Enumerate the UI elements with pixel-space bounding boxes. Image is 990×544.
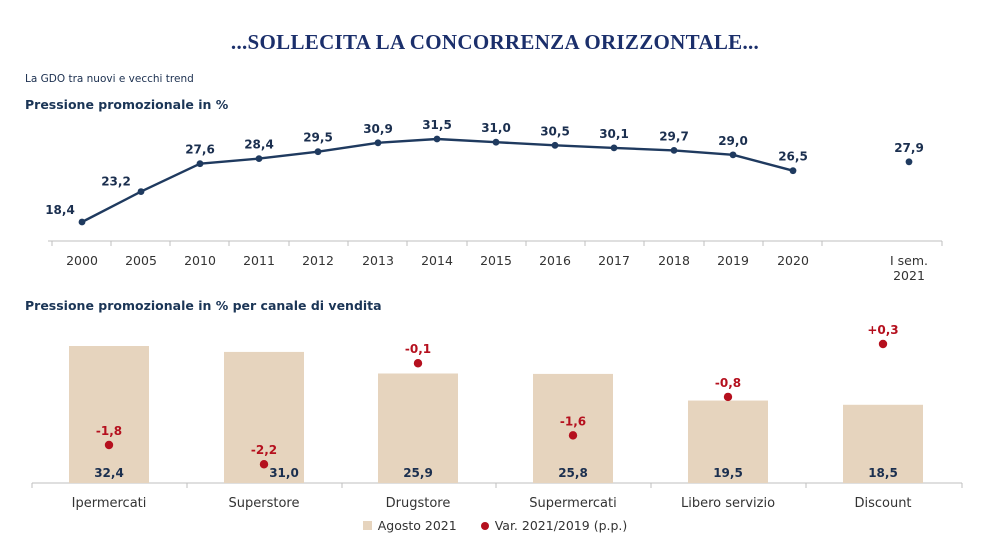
variation-dot-supermercati: [568, 431, 578, 440]
line-data-label: 30,1: [599, 127, 629, 141]
line-data-label: 18,4: [45, 203, 75, 217]
legend-label-agosto-2021: Agosto 2021: [377, 518, 457, 533]
bar-drugstore: [378, 373, 458, 483]
page-title: ...SOLLECITA LA CONCORRENZA ORIZZONTALE.…: [230, 30, 760, 54]
line-point-2016: [551, 141, 559, 149]
line-point-2013: [374, 139, 382, 147]
bar-chart-title: Pressione promozionale in % per canale d…: [25, 298, 382, 313]
line-x-tick-label: 2013: [362, 253, 394, 268]
line-data-label: 28,4: [244, 138, 274, 152]
line-x-tick-label: 2000: [66, 253, 98, 268]
bar-category-label-discount: Discount: [854, 496, 911, 511]
line-point-2020: [789, 167, 797, 175]
bar-category-label-libero-servizio: Libero servizio: [681, 496, 775, 511]
bar-supermercati: [533, 373, 613, 483]
bar-category-label-ipermercati: Ipermercati: [72, 496, 147, 511]
line-data-label: 26,5: [778, 150, 808, 164]
variation-dot-discount: [878, 339, 888, 349]
line-data-label: 27,6: [185, 143, 215, 157]
bar-value-label-libero-servizio: 19,5: [713, 466, 743, 480]
bar-value-label-discount: 18,5: [868, 466, 898, 480]
variation-label-supermercati: -1,6: [560, 414, 586, 428]
line-data-label: 31,5: [422, 118, 452, 132]
line-data-label: 27,9: [894, 141, 924, 155]
line-x-tick-label: 2020: [777, 253, 809, 268]
legend-swatch-bar: [362, 521, 372, 530]
line-data-label: 29,7: [659, 129, 689, 143]
line-point-I-sem-2021: [905, 158, 913, 166]
bar-ipermercati: [69, 346, 149, 483]
variation-dot-drugstore: [413, 359, 423, 368]
bar-value-label-ipermercati: 32,4: [94, 466, 124, 480]
line-data-label: 30,5: [540, 124, 570, 138]
line-x-tick-label: 2011: [243, 253, 275, 268]
legend-swatch-dot: [480, 521, 489, 530]
line-x-tick-label: 2021: [893, 268, 925, 283]
line-point-2019: [729, 151, 737, 159]
line-point-2017: [610, 144, 618, 152]
bar-category-label-drugstore: Drugstore: [386, 496, 451, 511]
bar-value-label-superstore: 31,0: [269, 466, 299, 480]
variation-label-superstore: -2,2: [251, 443, 277, 457]
line-point-2005: [137, 188, 145, 195]
bar-category-label-superstore: Superstore: [229, 496, 300, 511]
page-subtitle: La GDO tra nuovi e vecchi trend: [25, 73, 194, 85]
bar-value-label-drugstore: 25,9: [403, 466, 433, 480]
variation-label-discount: +0,3: [867, 323, 898, 337]
line-point-2000: [78, 218, 86, 226]
line-x-tick-label: I sem.: [890, 253, 928, 268]
variation-label-libero-servizio: -0,8: [715, 376, 741, 390]
variation-label-ipermercati: -1,8: [96, 424, 122, 438]
line-point-2014: [433, 135, 441, 143]
line-x-tick-label: 2019: [717, 253, 749, 268]
variation-dot-libero-servizio: [723, 392, 733, 402]
line-data-label: 29,5: [303, 131, 333, 145]
bar-discount: [843, 404, 923, 483]
legend-item-agosto-2021: Agosto 2021: [362, 518, 457, 533]
legend-item-variation: Var. 2021/2019 (p.p.): [480, 518, 628, 533]
line-x-tick-label: 2014: [421, 253, 453, 268]
bar-chart-legend: Agosto 2021 Var. 2021/2019 (p.p.): [0, 518, 990, 533]
line-x-tick-label: 2012: [302, 253, 334, 268]
line-point-2018: [670, 147, 678, 154]
variation-dot-ipermercati: [104, 440, 114, 450]
legend-label-variation: Var. 2021/2019 (p.p.): [494, 518, 628, 533]
line-x-tick-label: 2018: [658, 253, 690, 268]
line-data-label: 31,0: [481, 121, 511, 135]
bar-libero-servizio: [688, 400, 768, 483]
line-point-2011: [255, 155, 263, 163]
bar-category-label-supermercati: Supermercati: [529, 496, 616, 511]
bar-value-label-supermercati: 25,8: [558, 466, 588, 480]
line-x-tick-label: 2017: [598, 253, 630, 268]
line-data-label: 23,2: [101, 175, 131, 189]
variation-label-drugstore: -0,1: [405, 342, 431, 356]
variation-dot-superstore: [259, 460, 269, 469]
line-point-2010: [196, 160, 204, 168]
line-point-2015: [492, 138, 500, 146]
line-x-tick-label: 2010: [184, 253, 216, 268]
line-x-tick-label: 2015: [480, 253, 512, 268]
line-x-tick-label: 2005: [125, 253, 157, 268]
line-point-2012: [314, 148, 322, 156]
line-chart-title: Pressione promozionale in %: [25, 97, 229, 112]
line-x-tick-label: 2016: [539, 253, 571, 268]
line-data-label: 30,9: [363, 122, 393, 136]
line-data-label: 29,0: [718, 134, 748, 148]
